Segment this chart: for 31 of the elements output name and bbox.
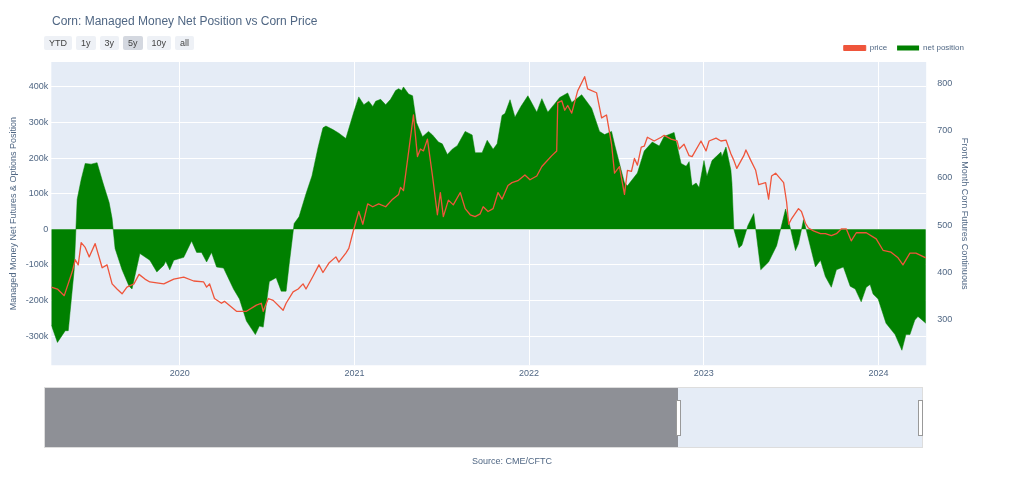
y2-tick-label: 300	[937, 314, 953, 325]
range-button[interactable]: YTD	[44, 36, 72, 50]
y2-tick-label: 500	[937, 219, 953, 230]
legend-label: net position	[923, 43, 964, 53]
source-note: Source: CME/CFTC	[471, 456, 553, 466]
legend-label: price	[869, 43, 888, 53]
range-button[interactable]: 10y	[146, 36, 172, 50]
y2-tick-label: 700	[937, 125, 953, 136]
y-axis-title: Managed Money Net Futures & Options Position	[7, 117, 18, 311]
y-tick-label: 300k	[28, 116, 49, 127]
y-tick-label: 100k	[28, 188, 49, 199]
y2-tick-label: 600	[937, 172, 953, 183]
y2-tick-label: 800	[937, 77, 953, 88]
y-tick-label: -100k	[25, 259, 49, 270]
range-button[interactable]: 5y	[123, 36, 143, 50]
y-tick-label: 0	[43, 223, 49, 234]
x-tick-label: 2023	[693, 368, 714, 379]
x-tick-label: 2024	[868, 368, 889, 379]
y-tick-label: 200k	[28, 152, 49, 163]
range-button[interactable]: 1y	[76, 36, 96, 50]
x-tick-label: 2021	[344, 368, 365, 379]
y-tick-label: 400k	[28, 81, 49, 92]
y2-tick-label: 400	[937, 266, 953, 277]
range-button[interactable]: 3y	[99, 36, 120, 50]
range-button[interactable]: all	[175, 36, 195, 50]
y-tick-label: -200k	[25, 294, 49, 305]
x-tick-label: 2020	[169, 368, 190, 379]
x-tick-label: 2022	[519, 368, 540, 379]
y-tick-label: -300k	[25, 330, 49, 341]
chart-title: Corn: Managed Money Net Position vs Corn Price	[52, 14, 318, 28]
y2-axis-title: Front Month Corn Futures Continuous	[960, 137, 971, 290]
